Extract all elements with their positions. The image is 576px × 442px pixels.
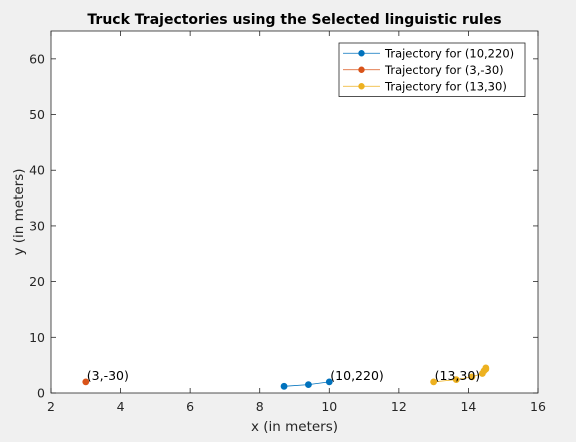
x-tick-label: 12	[391, 399, 407, 414]
x-tick-label: 4	[117, 399, 125, 414]
x-tick-label: 16	[530, 399, 546, 414]
x-axis-label: x (in meters)	[251, 419, 338, 435]
series-2	[82, 378, 90, 386]
legend-label: Trajectory for (10,220)	[384, 46, 514, 60]
series-layer	[82, 364, 490, 390]
data-point	[280, 382, 288, 390]
x-tick-label: 10	[321, 399, 337, 414]
plot-frame	[50, 30, 539, 394]
series-1	[280, 378, 333, 390]
data-point	[452, 376, 460, 384]
y-axis-label: y (in meters)	[11, 168, 27, 255]
y-tick-label: 20	[29, 274, 45, 289]
y-tick-label: 50	[29, 107, 45, 122]
legend: Trajectory for (10,220) Trajectory for (3…	[338, 42, 526, 97]
legend-marker	[358, 50, 365, 57]
y-axis-ticks: 0 10 20 30 40 50 60	[29, 51, 538, 401]
y-tick-label: 40	[29, 163, 45, 178]
legend-entry: Trajectory for (10,220)	[343, 46, 514, 60]
point-annotation: (3,-30)	[87, 368, 129, 383]
x-tick-label: 2	[47, 399, 55, 414]
data-point	[482, 364, 490, 372]
x-tick-label: 6	[186, 399, 194, 414]
data-point	[305, 381, 312, 389]
y-tick-label: 0	[37, 386, 45, 401]
chart-title: Truck Trajectories using the Selected li…	[87, 12, 501, 28]
y-tick-label: 10	[29, 330, 45, 345]
x-tick-label: 8	[256, 399, 264, 414]
y-tick-label: 60	[29, 51, 45, 66]
point-annotation: (10,220)	[330, 368, 384, 383]
legend-entry: Trajectory for (13,30)	[343, 79, 507, 93]
data-point	[430, 378, 438, 386]
x-axis-ticks: 2 4 6 8 10 12 14 16	[47, 31, 546, 414]
legend-label: Trajectory for (13,30)	[384, 79, 507, 93]
point-annotation: (13,30)	[435, 368, 481, 383]
data-point	[325, 378, 333, 386]
legend-label: Trajectory for (3,-30)	[384, 63, 504, 77]
data-point	[82, 378, 90, 386]
legend-marker	[358, 66, 365, 73]
legend-marker	[358, 83, 365, 90]
x-tick-label: 14	[460, 399, 476, 414]
legend-entry: Trajectory for (3,-30)	[343, 63, 504, 77]
data-point	[468, 373, 476, 381]
y-tick-label: 30	[29, 218, 45, 233]
annotation-layer: (10,220) (3,-30) (13,30)	[87, 368, 480, 383]
series-3	[430, 364, 490, 386]
